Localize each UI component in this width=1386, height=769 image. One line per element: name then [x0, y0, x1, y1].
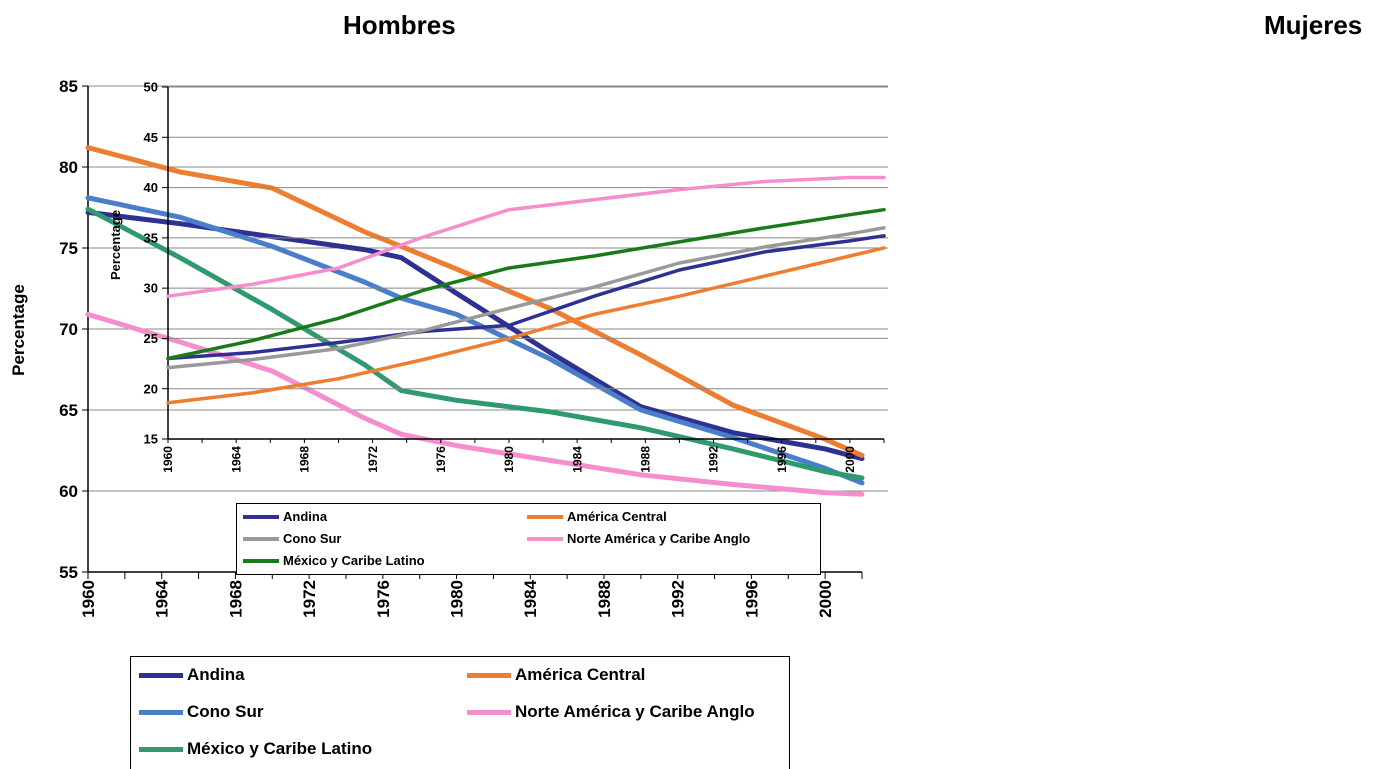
legend-label: Andina	[283, 509, 328, 524]
legend-swatch	[527, 514, 563, 519]
y-tick-label-hombres: 70	[59, 320, 78, 339]
x-tick-label-inset: 1964	[229, 446, 243, 473]
series-line-inset-norte-am-rica-y-caribe-anglo	[166, 175, 886, 298]
series-line-inset-am-rica-central	[166, 246, 886, 405]
y-tick-label-inset: 25	[144, 331, 158, 346]
legend-item: América Central	[527, 509, 667, 524]
y-axis-label-inset: Percentage	[108, 210, 123, 280]
x-tick-label-inset: 1984	[570, 446, 584, 473]
legend-swatch	[139, 672, 183, 678]
legend-item: México y Caribe Latino	[139, 739, 372, 759]
series-line-inset-andina	[166, 234, 886, 361]
x-tick-label-inset: 1960	[161, 446, 175, 473]
legend-label: México y Caribe Latino	[283, 553, 425, 568]
x-tick-label-hombres: 1964	[153, 579, 172, 617]
y-tick-label-hombres: 65	[59, 401, 78, 420]
legend-swatch	[139, 709, 183, 715]
legend-item: Cono Sur	[139, 702, 264, 722]
series-line-hombres-m-xico-y-caribe-latino	[85, 206, 865, 481]
y-tick-label-inset: 45	[144, 130, 158, 145]
y-tick-label-inset: 30	[144, 281, 158, 296]
y-tick-label-hombres: 55	[59, 563, 78, 582]
y-axis-label-hombres: Percentage	[9, 284, 28, 376]
x-tick-label-inset: 1980	[502, 446, 516, 473]
legend-label: Andina	[187, 665, 245, 684]
chart-title-hombres: Hombres	[343, 10, 456, 40]
legend-swatch	[243, 514, 279, 519]
legend-item: Norte América y Caribe Anglo	[527, 531, 750, 546]
legend-item: Andina	[243, 509, 327, 524]
series-line-inset-cono-sur	[166, 226, 886, 370]
x-tick-label-hombres: 1968	[226, 580, 245, 618]
legend-item: Norte América y Caribe Anglo	[467, 702, 755, 722]
x-tick-label-hombres: 2000	[816, 580, 835, 618]
legend-item: México y Caribe Latino	[243, 553, 425, 568]
x-tick-label-hombres: 1996	[742, 580, 761, 618]
legend-swatch	[139, 746, 183, 752]
x-tick-label-hombres: 1960	[79, 580, 98, 618]
chart-inset: 15 20 25 30 35 40 45 50 1960 1964 1968 1972 1976 1980…	[108, 80, 888, 473]
x-tick-label-hombres: 1988	[595, 580, 614, 618]
series-line-hombres-am-rica-central	[85, 145, 865, 458]
legend-swatch	[467, 709, 511, 715]
x-tick-label-inset: 1996	[775, 446, 789, 473]
y-tick-label-hombres: 75	[59, 239, 78, 258]
legend-swatch	[527, 536, 563, 541]
legend-item: América Central	[467, 665, 645, 685]
series-line-hombres-cono-sur	[85, 195, 865, 486]
y-tick-label-hombres: 80	[59, 158, 78, 177]
x-tick-label-hombres: 1972	[300, 580, 319, 618]
series-line-inset-m-xico-y-caribe-latino	[166, 207, 886, 361]
legend-label: América Central	[515, 665, 646, 684]
x-tick-label-hombres: 1976	[374, 580, 393, 618]
legend-main: Andina América Central Cono Sur Norte Améri…	[130, 656, 790, 769]
series-line-hombres-andina	[85, 209, 865, 462]
legend-label: Norte América y Caribe Anglo	[567, 531, 751, 546]
y-tick-label-inset: 35	[144, 230, 158, 245]
legend-label: Norte América y Caribe Anglo	[515, 702, 755, 721]
y-tick-label-inset: 40	[144, 180, 158, 195]
legend-item: Cono Sur	[243, 531, 342, 546]
legend-swatch	[467, 672, 511, 678]
y-tick-label-inset: 15	[144, 432, 158, 447]
legend-swatch	[243, 536, 279, 541]
x-tick-label-hombres: 1980	[448, 580, 467, 618]
legend-item: Andina	[139, 665, 245, 685]
y-tick-label-inset: 20	[144, 381, 158, 396]
legend-label: Cono Sur	[187, 702, 264, 721]
legend-label: México y Caribe Latino	[187, 739, 373, 758]
y-tick-label-hombres: 60	[59, 482, 78, 501]
legend-inset: Andina América Central Cono Sur Norte Améri…	[236, 503, 821, 575]
x-tick-label-hombres: 1992	[669, 580, 688, 618]
x-tick-label-inset: 1988	[639, 446, 653, 473]
y-tick-label-inset: 50	[144, 80, 158, 95]
x-tick-label-inset: 2000	[843, 446, 857, 473]
x-tick-label-inset: 1968	[298, 446, 312, 473]
x-tick-label-inset: 1992	[707, 446, 721, 473]
x-tick-label-inset: 1972	[366, 446, 380, 473]
legend-label: América Central	[567, 509, 667, 524]
y-tick-label-hombres: 85	[59, 77, 78, 96]
chart-title-mujeres: Mujeres	[1264, 10, 1363, 40]
x-tick-label-hombres: 1984	[521, 579, 540, 617]
legend-swatch	[243, 558, 279, 563]
x-tick-label-inset: 1976	[434, 446, 448, 473]
legend-label: Cono Sur	[283, 531, 342, 546]
